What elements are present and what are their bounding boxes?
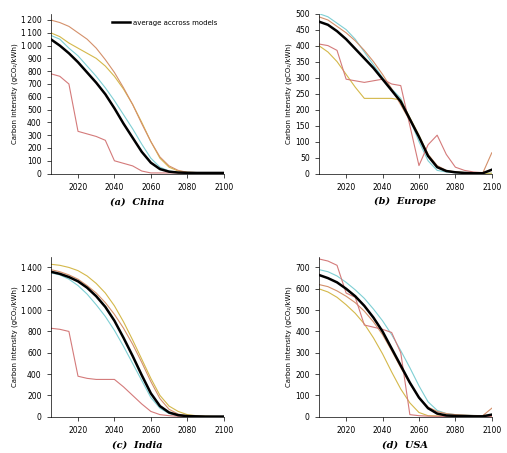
average accross models [397,99,404,104]
average accross models [139,149,145,154]
average accross models [380,329,386,334]
average accross models [397,363,404,368]
average accross models [388,346,394,351]
average accross models [343,37,349,42]
average accross models [139,372,145,378]
average accross models [425,153,431,159]
Line: average accross models: average accross models [319,275,492,416]
average accross models [388,88,394,93]
average accross models [202,170,208,176]
Legend: average accross models: average accross models [110,17,220,29]
average accross models [371,315,377,320]
Y-axis label: Carbon intensity (gCO₂/kWh): Carbon intensity (gCO₂/kWh) [286,286,293,387]
average accross models [166,410,172,415]
X-axis label: (c)  India: (c) India [112,440,163,449]
average accross models [184,414,190,419]
average accross models [84,285,90,290]
average accross models [175,170,181,175]
average accross models [407,116,413,122]
average accross models [452,169,458,175]
average accross models [480,414,486,419]
average accross models [166,169,172,174]
average accross models [334,29,340,34]
average accross models [343,286,349,291]
average accross models [316,19,322,24]
Y-axis label: Carbon intensity (gCO₂/kWh): Carbon intensity (gCO₂/kWh) [12,43,18,144]
average accross models [452,413,458,419]
Line: average accross models: average accross models [51,39,224,173]
average accross models [75,59,81,65]
average accross models [130,135,136,140]
average accross models [211,170,218,176]
average accross models [434,164,440,170]
average accross models [407,380,413,386]
average accross models [102,304,108,309]
average accross models [425,405,431,411]
average accross models [193,414,199,419]
average accross models [352,294,358,299]
average accross models [121,121,127,126]
average accross models [416,395,422,400]
average accross models [75,279,81,284]
average accross models [325,22,331,28]
average accross models [102,92,108,97]
average accross models [461,414,467,419]
average accross models [66,275,72,280]
average accross models [416,134,422,140]
average accross models [57,43,63,48]
X-axis label: (a)  China: (a) China [110,197,164,206]
average accross models [112,106,118,111]
average accross models [434,411,440,416]
Y-axis label: Carbon intensity (gCO₂/kWh): Carbon intensity (gCO₂/kWh) [12,286,18,387]
average accross models [480,170,486,176]
average accross models [221,170,227,176]
average accross models [84,70,90,75]
average accross models [175,412,181,418]
average accross models [121,335,127,341]
average accross models [470,414,477,419]
average accross models [443,169,449,174]
average accross models [470,170,477,176]
average accross models [48,269,54,275]
X-axis label: (d)  USA: (d) USA [382,440,428,449]
average accross models [157,166,163,172]
average accross models [148,390,154,396]
average accross models [325,275,331,281]
average accross models [48,37,54,42]
X-axis label: (b)  Europe: (b) Europe [374,197,437,206]
average accross models [66,51,72,56]
average accross models [57,271,63,276]
average accross models [334,280,340,285]
Line: average accross models: average accross models [319,22,492,173]
average accross models [380,77,386,82]
average accross models [93,80,99,86]
average accross models [112,318,118,323]
average accross models [316,272,322,278]
average accross models [489,167,495,173]
average accross models [221,414,227,419]
average accross models [202,414,208,419]
average accross models [461,170,467,176]
average accross models [443,413,449,418]
average accross models [361,303,368,308]
average accross models [489,412,495,417]
average accross models [352,46,358,52]
average accross models [184,170,190,175]
Line: average accross models: average accross models [51,272,224,417]
average accross models [148,160,154,165]
average accross models [211,414,218,419]
Y-axis label: Carbon intensity (gCO₂/kWh): Carbon intensity (gCO₂/kWh) [286,43,293,144]
average accross models [93,294,99,299]
average accross models [371,65,377,71]
average accross models [130,353,136,359]
average accross models [361,56,368,61]
average accross models [157,403,163,409]
average accross models [193,170,199,176]
